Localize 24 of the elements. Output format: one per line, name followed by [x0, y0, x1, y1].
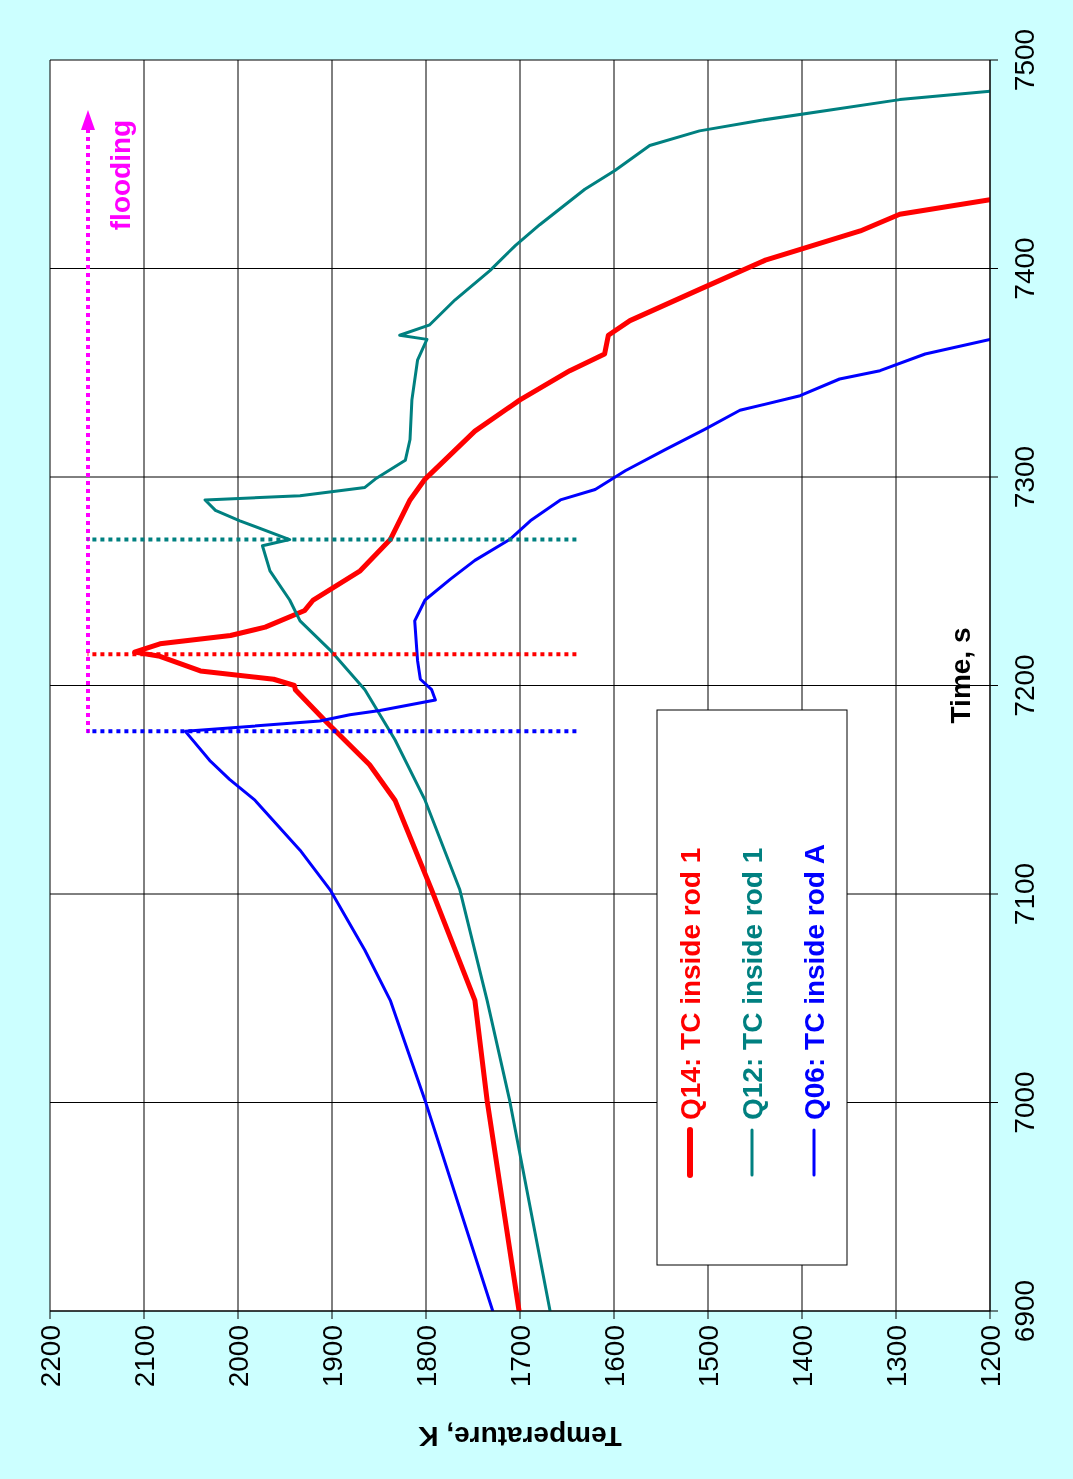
y-tick-label: 7500: [1008, 28, 1040, 92]
x-tick-label: 2100: [128, 1325, 160, 1388]
x-tick-label: 1300: [880, 1325, 912, 1388]
y-tick-label: 7200: [1008, 654, 1040, 717]
x-tick-label: 1200: [974, 1325, 1006, 1388]
x-tick-label: 1800: [410, 1325, 442, 1388]
x-tick-label: 2200: [34, 1325, 66, 1388]
text: Q12: TC inside rod 1: [736, 847, 768, 1120]
y-tick-label: 7000: [1008, 1071, 1040, 1134]
x-tick-label: 2000: [222, 1325, 254, 1388]
y-tick-label: 6900: [1008, 1279, 1040, 1343]
x-tick-label: 1600: [598, 1325, 630, 1388]
x-tick-label: 1400: [786, 1325, 818, 1388]
y-tick-label: 7100: [1008, 862, 1040, 926]
x-tick-label: 1700: [504, 1325, 536, 1388]
text: Q14: TC inside rod 1: [674, 847, 706, 1120]
x-tick-label: 1500: [692, 1325, 724, 1388]
annotation: flooding: [104, 119, 136, 231]
y-tick-label: 7300: [1008, 445, 1040, 509]
x-tick-label: 1900: [316, 1325, 348, 1388]
text: Q06: TC inside rod A: [798, 844, 830, 1120]
y-tick-label: 7400: [1008, 237, 1040, 300]
x-axis-title: Temperature, K: [418, 1420, 622, 1452]
y-axis-title: Time, s: [944, 627, 976, 724]
